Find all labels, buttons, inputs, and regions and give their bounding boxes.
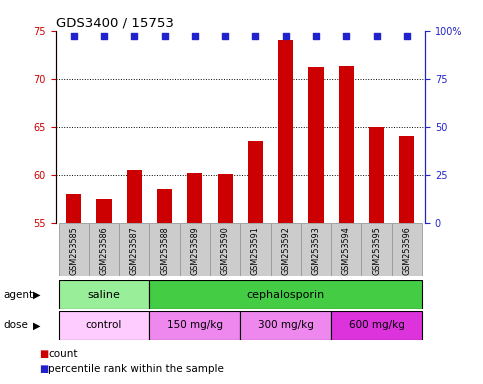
Text: ▶: ▶	[33, 320, 41, 331]
Bar	[241, 223, 270, 276]
Point	[70, 33, 78, 40]
Bar	[149, 223, 180, 276]
Bar	[361, 223, 392, 276]
Text: dose: dose	[4, 320, 29, 331]
Text: GSM253585: GSM253585	[69, 227, 78, 275]
Text: GDS3400 / 15753: GDS3400 / 15753	[56, 17, 173, 30]
Point	[403, 33, 411, 40]
Bar	[149, 311, 241, 340]
Point	[282, 33, 290, 40]
Bar	[149, 280, 422, 309]
Bar	[270, 223, 301, 276]
Bar	[180, 223, 210, 276]
Point	[130, 33, 138, 40]
Text: GSM253593: GSM253593	[312, 227, 321, 275]
Text: GSM253595: GSM253595	[372, 227, 381, 275]
Bar	[58, 223, 89, 276]
Bar	[248, 141, 263, 223]
Bar	[187, 173, 202, 223]
Text: control: control	[86, 320, 122, 331]
Text: saline: saline	[87, 290, 120, 300]
Bar	[157, 189, 172, 223]
Point	[100, 33, 108, 40]
Text: cephalosporin: cephalosporin	[247, 290, 325, 300]
Point	[312, 33, 320, 40]
Bar	[339, 66, 354, 223]
Text: ■: ■	[39, 364, 48, 374]
Bar	[331, 223, 361, 276]
Point	[161, 33, 169, 40]
Point	[221, 33, 229, 40]
Text: agent: agent	[4, 290, 34, 300]
Point	[342, 33, 350, 40]
Bar	[89, 223, 119, 276]
Point	[373, 33, 381, 40]
Text: GSM253586: GSM253586	[99, 227, 109, 275]
Point	[191, 33, 199, 40]
Bar	[217, 174, 233, 223]
Bar	[278, 40, 293, 223]
Bar	[301, 223, 331, 276]
Text: count: count	[48, 349, 78, 359]
Text: GSM253590: GSM253590	[221, 227, 229, 275]
Text: GSM253596: GSM253596	[402, 227, 412, 275]
Text: 300 mg/kg: 300 mg/kg	[258, 320, 313, 331]
Text: GSM253592: GSM253592	[281, 227, 290, 275]
Bar	[97, 199, 112, 223]
Point	[252, 33, 259, 40]
Bar	[58, 280, 149, 309]
Text: GSM253594: GSM253594	[342, 227, 351, 275]
Bar	[241, 311, 331, 340]
Bar	[392, 223, 422, 276]
Text: GSM253587: GSM253587	[130, 227, 139, 275]
Bar	[58, 311, 149, 340]
Text: 600 mg/kg: 600 mg/kg	[349, 320, 405, 331]
Bar	[399, 136, 414, 223]
Bar	[119, 223, 149, 276]
Text: GSM253591: GSM253591	[251, 227, 260, 275]
Text: percentile rank within the sample: percentile rank within the sample	[48, 364, 224, 374]
Bar	[309, 67, 324, 223]
Text: GSM253589: GSM253589	[190, 227, 199, 275]
Bar	[127, 170, 142, 223]
Text: GSM253588: GSM253588	[160, 227, 169, 275]
Text: ■: ■	[39, 349, 48, 359]
Text: ▶: ▶	[33, 290, 41, 300]
Text: 150 mg/kg: 150 mg/kg	[167, 320, 223, 331]
Bar	[210, 223, 241, 276]
Bar	[331, 311, 422, 340]
Bar	[66, 194, 81, 223]
Bar	[369, 127, 384, 223]
